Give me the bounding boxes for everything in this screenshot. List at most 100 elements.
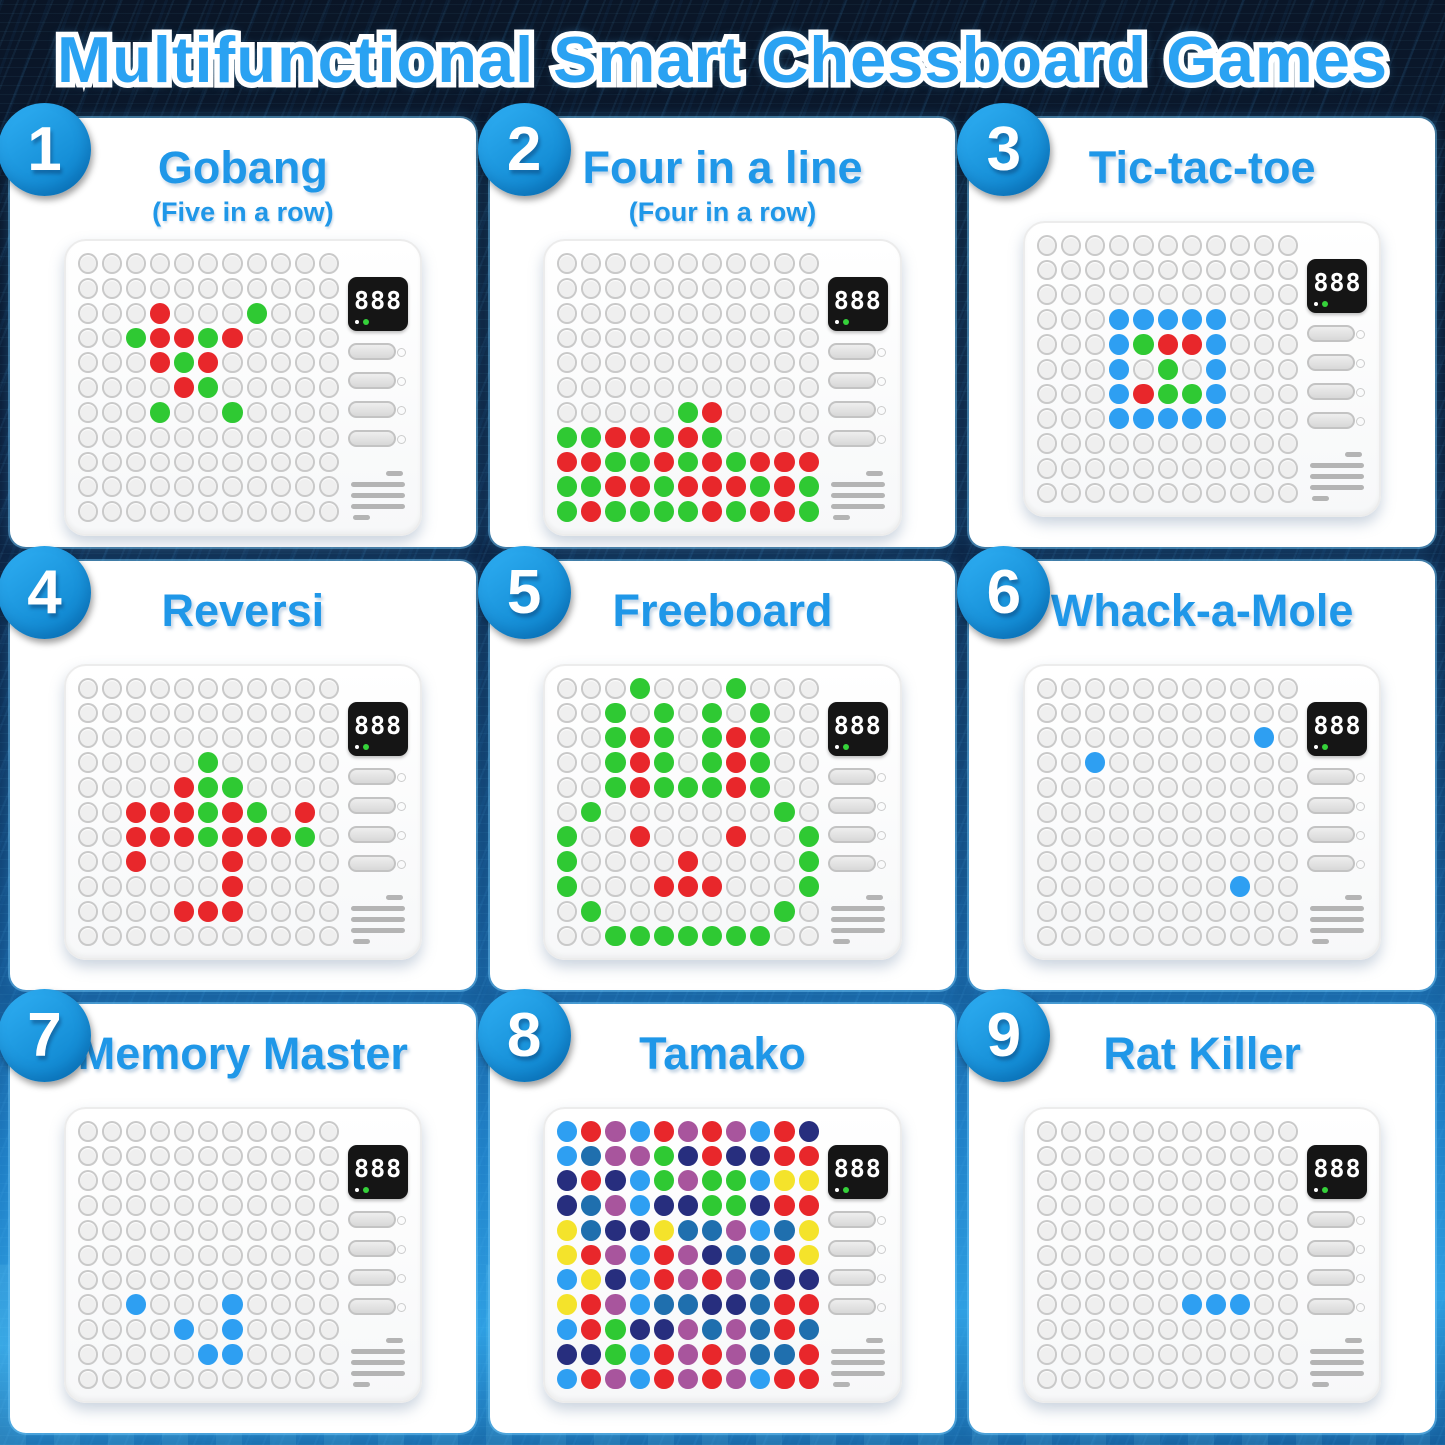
board-dot[interactable] [125,1368,146,1390]
board-dot[interactable] [726,426,747,448]
board-dot[interactable] [557,752,578,773]
board-dot-lit[interactable] [198,826,219,848]
board-dot-lit[interactable] [557,1170,578,1192]
board-dot[interactable] [1230,1120,1251,1142]
board-dot[interactable] [101,851,122,872]
board-dot-lit[interactable] [222,402,243,423]
board-dot[interactable] [1036,677,1058,699]
board-dot-lit[interactable] [750,776,771,798]
board-dot[interactable] [270,727,291,749]
board-dot[interactable] [101,1219,122,1241]
board-dot-lit[interactable] [1133,408,1154,429]
board-dot[interactable] [1133,925,1154,947]
power-button[interactable] [1307,767,1366,785]
board-dot[interactable] [246,253,267,275]
board-dot[interactable] [246,327,267,349]
board-dot-lit[interactable] [198,900,219,922]
board-dot-lit[interactable] [798,826,819,848]
board-dot-lit[interactable] [702,925,723,947]
board-dot[interactable] [726,377,747,398]
board-dot[interactable] [605,801,626,823]
board-dot[interactable] [1278,826,1299,848]
board-dot[interactable] [1085,801,1106,823]
board-dot[interactable] [125,677,146,699]
board-dot-lit[interactable] [557,851,578,872]
board-dot-lit[interactable] [677,476,699,498]
board-dot[interactable] [1109,433,1130,454]
board-dot[interactable] [1061,259,1082,281]
board-dot[interactable] [1133,1170,1154,1192]
board-dot[interactable] [1085,900,1106,922]
board-dot[interactable] [125,925,146,947]
board-dot[interactable] [318,253,340,275]
board-dot[interactable] [1181,826,1202,848]
board-dot[interactable] [1036,776,1058,798]
board-dot-lit[interactable] [798,1120,819,1142]
board-dot[interactable] [77,278,98,299]
board-dot-lit[interactable] [653,1319,674,1340]
board-dot[interactable] [1205,900,1226,922]
board-dot-lit[interactable] [174,826,195,848]
board-dot[interactable] [653,677,674,699]
board-dot[interactable] [1133,702,1154,724]
board-dot-lit[interactable] [294,826,315,848]
board-dot[interactable] [1085,358,1106,380]
board-dot[interactable] [1109,776,1130,798]
board-dot[interactable] [125,501,146,522]
board-dot-lit[interactable] [677,401,699,423]
board-dot[interactable] [1157,1244,1178,1266]
board-dot[interactable] [1061,727,1082,749]
board-dot[interactable] [605,352,626,374]
board-dot[interactable] [1254,1145,1275,1167]
board-dot[interactable] [605,876,626,897]
board-dot[interactable] [1036,1269,1058,1291]
board-dot-lit[interactable] [750,1319,771,1340]
board-dot-lit[interactable] [798,1343,819,1365]
board-dot[interactable] [222,278,243,299]
board-dot-lit[interactable] [605,1219,626,1241]
board-dot[interactable] [318,426,340,448]
board-dot-lit[interactable] [174,1319,195,1340]
board-dot[interactable] [222,1170,243,1192]
board-dot[interactable] [101,377,122,398]
board-dot-lit[interactable] [726,476,747,498]
board-dot[interactable] [1133,677,1154,699]
board-dot[interactable] [1254,900,1275,922]
board-dot[interactable] [702,327,723,349]
board-dot[interactable] [1036,1195,1058,1216]
board-dot[interactable] [1157,1219,1178,1241]
board-dot-lit[interactable] [557,1294,578,1315]
board-dot-lit[interactable] [677,876,699,897]
board-dot[interactable] [1205,826,1226,848]
board-dot[interactable] [294,426,315,448]
board-dot[interactable] [246,1244,267,1266]
board-dot[interactable] [605,253,626,275]
board-dot[interactable] [149,377,171,398]
board-dot-lit[interactable] [750,1244,771,1266]
board-dot[interactable] [1061,1269,1082,1291]
board-dot-lit[interactable] [653,1120,674,1142]
mode-button[interactable] [827,372,886,390]
board-dot-lit[interactable] [653,1343,674,1365]
board-dot[interactable] [77,851,98,872]
board-dot-lit[interactable] [1205,1294,1226,1315]
mode-button[interactable] [348,796,407,814]
board-dot[interactable] [174,451,195,473]
board-dot[interactable] [198,876,219,897]
board-dot-lit[interactable] [750,1269,771,1291]
board-dot[interactable] [149,1244,171,1266]
board-dot[interactable] [702,826,723,848]
board-dot[interactable] [1181,1170,1202,1192]
board-dot[interactable] [77,377,98,398]
board-dot[interactable] [174,851,195,872]
board-dot[interactable] [1109,482,1130,504]
board-dot[interactable] [1181,457,1202,479]
board-dot[interactable] [77,426,98,448]
board-dot[interactable] [149,1319,171,1340]
board-dot[interactable] [653,801,674,823]
board-dot[interactable] [1157,925,1178,947]
board-dot[interactable] [318,476,340,498]
board-dot-lit[interactable] [653,727,674,749]
board-dot[interactable] [294,727,315,749]
board-dot[interactable] [1181,1145,1202,1167]
